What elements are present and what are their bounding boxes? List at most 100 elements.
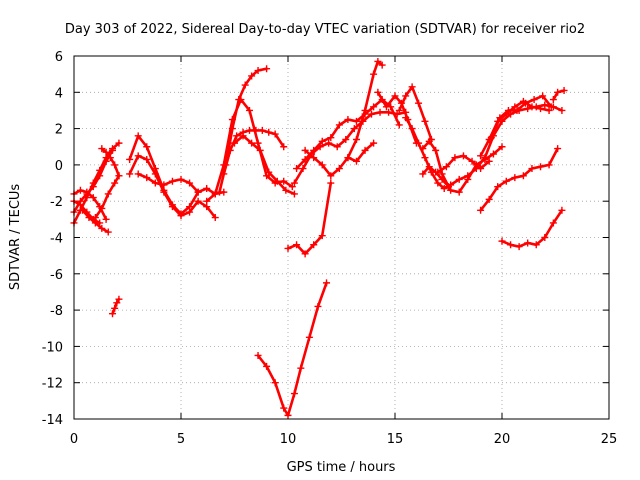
data-point <box>252 126 260 134</box>
series-line <box>397 85 433 141</box>
data-point <box>248 72 256 80</box>
data-point <box>290 190 298 198</box>
data-point <box>91 214 99 222</box>
data-point <box>327 134 335 142</box>
data-point <box>293 165 301 173</box>
data-point <box>528 165 536 173</box>
data-point <box>408 83 416 91</box>
data-point <box>434 179 442 187</box>
data-point <box>438 175 446 183</box>
series-trace-07 <box>98 145 123 180</box>
series-trace-29 <box>487 92 555 142</box>
series-trace-08 <box>109 295 123 318</box>
data-point <box>85 214 93 222</box>
data-point <box>447 186 455 194</box>
data-point <box>344 116 352 124</box>
data-point <box>96 172 104 180</box>
data-point <box>233 132 241 140</box>
data-point <box>367 110 375 118</box>
data-point <box>494 183 502 191</box>
data-point <box>102 215 110 223</box>
y-tick-label: 6 <box>55 50 63 65</box>
data-point <box>451 154 459 162</box>
data-point <box>402 92 410 100</box>
data-point <box>549 219 557 227</box>
y-tick-label: 0 <box>55 159 63 174</box>
data-point <box>160 188 168 196</box>
data-point <box>395 106 403 114</box>
chart-title: Day 303 of 2022, Sidereal Day-to-day VTE… <box>65 22 585 37</box>
series-trace-31 <box>498 206 566 251</box>
data-point <box>547 103 555 111</box>
data-point <box>245 126 253 134</box>
data-point <box>216 188 224 196</box>
axis-ticks: 0 5 10 15 20 25 -14 -12 -10 -8 -6 -4 -2 0 2 4 6 <box>42 50 618 447</box>
data-point <box>554 145 562 153</box>
x-tick-label: 25 <box>601 432 618 447</box>
data-point <box>385 108 393 116</box>
data-point <box>245 106 253 114</box>
series-trace-23 <box>395 83 435 143</box>
data-point <box>335 121 343 129</box>
data-point <box>102 157 110 165</box>
data-point <box>290 179 298 187</box>
series-trace-15 <box>231 132 298 198</box>
data-point <box>98 204 106 212</box>
data-point <box>284 244 292 252</box>
data-point <box>425 137 433 145</box>
data-point <box>254 139 262 147</box>
data-point <box>299 165 307 173</box>
series-trace-17 <box>284 179 335 258</box>
data-point <box>434 168 442 176</box>
data-point <box>318 137 326 145</box>
data-point <box>352 117 360 125</box>
data-point <box>549 96 557 104</box>
y-axis-label: SDTVAR / TECUs <box>8 184 23 291</box>
data-point <box>408 125 416 133</box>
data-point <box>310 146 318 154</box>
series-trace-12 <box>203 96 296 205</box>
x-tick-label: 5 <box>177 432 185 447</box>
x-tick-label: 15 <box>387 432 404 447</box>
series-line <box>256 281 328 417</box>
data-point <box>310 241 318 249</box>
data-point <box>560 86 568 94</box>
data-point <box>515 243 523 251</box>
data-point <box>186 208 194 216</box>
data-point <box>143 155 151 163</box>
data-point <box>370 70 378 78</box>
data-point <box>370 139 378 147</box>
data-point <box>511 174 519 182</box>
data-point <box>361 146 369 154</box>
data-point <box>496 114 504 122</box>
data-point <box>455 188 463 196</box>
series-line <box>111 297 121 316</box>
data-point <box>415 139 423 147</box>
series-line <box>404 103 564 190</box>
data-point <box>111 179 119 187</box>
data-point <box>134 152 142 160</box>
data-point <box>271 130 279 138</box>
data-point <box>537 105 545 113</box>
data-point <box>442 163 450 171</box>
data-point <box>258 126 266 134</box>
data-point <box>177 212 185 220</box>
data-point <box>293 241 301 249</box>
data-point <box>134 132 142 140</box>
data-point <box>477 206 485 214</box>
data-point <box>395 121 403 129</box>
series-trace-20 <box>301 139 378 180</box>
series-line <box>479 147 559 212</box>
data-point <box>109 310 117 318</box>
data-point <box>558 106 566 114</box>
series-line <box>205 98 294 203</box>
data-point <box>263 172 271 180</box>
data-point <box>301 146 309 154</box>
data-point <box>374 88 382 96</box>
data-series <box>70 57 568 419</box>
data-point <box>558 206 566 214</box>
data-point <box>282 186 290 194</box>
data-point <box>459 152 467 160</box>
series-line <box>94 174 121 219</box>
